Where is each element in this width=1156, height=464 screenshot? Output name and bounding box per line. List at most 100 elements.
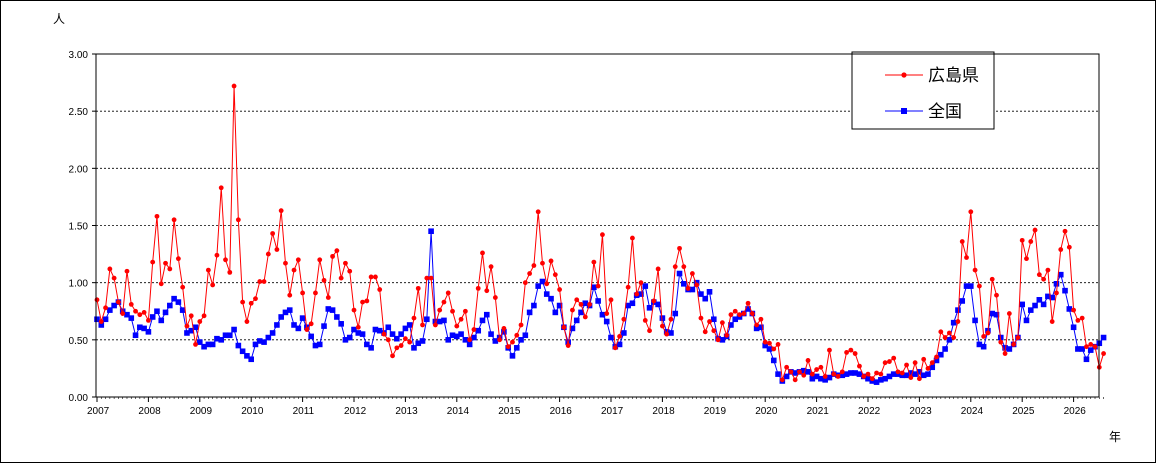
data-point-national [603,318,610,325]
legend: 広島県 全国 [851,51,995,130]
data-point-national [94,316,100,323]
data-point-hiroshima [287,292,293,298]
data-point-hiroshima [1019,237,1025,243]
data-point-national [415,340,422,347]
y-tick-label-1: 0.50 [69,336,89,347]
plot-area-border [95,53,1100,398]
data-point-national [916,369,923,375]
data-point-national [475,327,482,334]
data-point-hiroshima [244,319,250,324]
data-point-hiroshima [762,339,768,345]
data-point-hiroshima [668,316,674,322]
data-point-hiroshima [874,370,879,376]
data-point-hiroshima [484,288,490,294]
data-point-national [638,291,644,297]
data-point-national [501,329,507,335]
data-point-national [676,270,683,277]
data-point-national [436,318,443,325]
data-point-national [976,341,983,348]
data-point-hiroshima [981,334,987,339]
data-point-hiroshima [600,232,605,238]
data-point-national [873,379,880,385]
data-point-national [925,371,931,377]
data-point-hiroshima [518,322,524,328]
data-point-hiroshima [120,311,126,316]
data-point-hiroshima [612,345,618,351]
data-point-hiroshima [154,213,160,219]
data-point-hiroshima [664,331,670,337]
data-point-national [226,332,233,339]
data-point-hiroshima [852,351,858,356]
data-point-hiroshima [240,299,246,305]
data-point-hiroshima [398,343,404,348]
data-point-hiroshima [133,308,138,314]
data-point-hiroshima [1015,335,1021,340]
data-point-hiroshima [188,313,194,319]
data-point-national [805,369,811,375]
data-point-national [364,341,370,348]
data-point-national [839,372,846,379]
data-point-national [175,299,182,305]
data-point-hiroshima [917,376,922,382]
data-point-hiroshima [715,337,721,343]
data-point-hiroshima [514,332,520,338]
data-point-hiroshima [694,282,700,288]
data-point-national [111,302,117,309]
data-point-national [192,324,199,331]
data-point-national [655,301,661,308]
data-point-national [968,283,974,289]
data-point-hiroshima [201,313,207,319]
data-point-national [179,307,186,313]
data-point-hiroshima [1101,351,1106,356]
data-point-hiroshima [385,337,391,343]
data-point-hiroshima [278,208,284,214]
data-point-national [548,295,554,302]
data-point-national [890,371,897,377]
data-point-hiroshima [98,319,104,324]
data-point-hiroshima [655,266,661,272]
data-point-hiroshima [681,264,687,270]
data-point-hiroshima [351,307,357,313]
x-tick-label-17: 2024 [961,406,984,417]
data-point-national [291,322,297,328]
data-point-national [963,283,970,289]
data-point-hiroshima [544,281,550,287]
data-point-hiroshima [283,260,288,266]
data-point-national [843,371,850,377]
data-point-hiroshima [570,307,575,313]
data-point-hiroshima [711,328,717,334]
y-tick-label-2: 1.00 [69,279,89,290]
data-point-national [441,317,447,324]
data-point-national [959,298,966,304]
y-axis-ticks: 0.00 0.50 1.00 1.50 2.00 2.50 3.00 [69,50,96,404]
data-point-hiroshima [450,308,455,314]
data-point-national [792,370,798,376]
data-point-hiroshima [604,311,610,316]
y-tick-label-3: 1.50 [69,222,89,233]
data-point-national [248,356,254,363]
data-point-national [938,351,944,358]
legend-label-national: 全国 [928,102,962,122]
data-point-hiroshima [925,366,931,371]
data-point-hiroshima [882,360,888,366]
data-point-hiroshima [685,285,691,291]
data-point-hiroshima [325,295,331,300]
data-point-hiroshima [360,299,365,305]
x-tick-label-3: 2010 [241,406,264,417]
data-point-hiroshima [197,319,203,324]
data-point-hiroshima [137,312,143,318]
data-point-national [479,317,486,324]
data-point-national [616,341,623,348]
data-point-hiroshima [1054,290,1059,296]
data-point-national [1006,346,1013,352]
data-point-hiroshima [934,354,939,360]
data-point-hiroshima [428,275,434,281]
data-point-national [158,317,165,324]
data-point-national [929,364,936,371]
data-point-hiroshima [724,332,730,338]
data-point-hiroshima [617,334,622,339]
x-axis-ticks: 2007 2008 2009 2010 2011 2012 2013 2014 2015 2016… [87,397,1104,417]
data-point-hiroshima [630,235,635,241]
data-point-hiroshima [942,335,948,340]
